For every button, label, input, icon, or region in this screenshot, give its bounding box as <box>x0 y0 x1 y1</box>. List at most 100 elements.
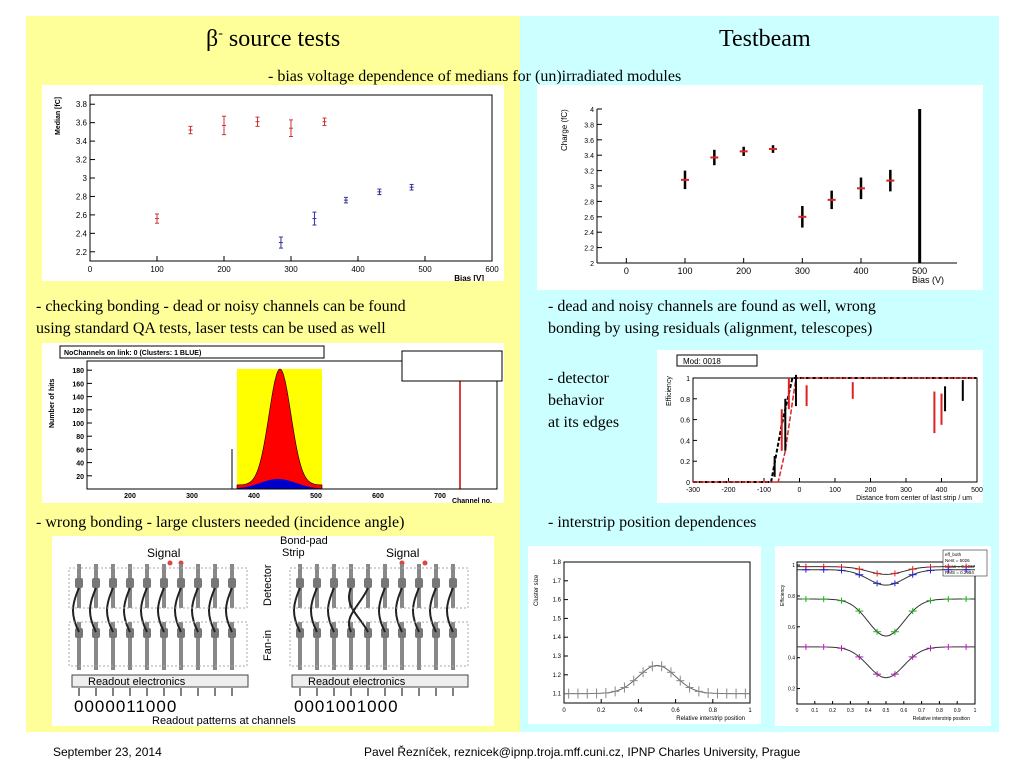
y-axis-label: Number of hits <box>49 379 56 428</box>
x-tick-label: 0.4 <box>865 708 872 714</box>
y-tick-label: 100 <box>72 421 84 428</box>
bond-pad <box>398 578 406 588</box>
x-tick-label: 700 <box>434 493 446 500</box>
bond-pad <box>126 578 134 588</box>
readout-label-left: Readout electronics <box>88 676 186 688</box>
x-axis-label: Relative interstrip position <box>676 716 745 722</box>
x-tick-label: 0.2 <box>829 708 836 714</box>
x-tick-label: 400 <box>936 487 948 494</box>
bond-wire <box>412 587 420 633</box>
right-text-1-line-1: - dead and noisy channels are found as w… <box>548 298 876 315</box>
bond-pad <box>160 578 168 588</box>
y-tick-label: 0.8 <box>788 594 795 600</box>
detector-region <box>68 567 248 609</box>
y-axis-label: Median [fC] <box>55 97 62 135</box>
readout-label-right: Readout electronics <box>308 676 406 688</box>
y-tick-label: 2.8 <box>76 192 88 201</box>
bond-pad <box>381 578 389 588</box>
median-bias-plot: 0 100 200 300 400 500 600 2.2 2.4 2.6 2.8 3 3.2 3.4 3.… <box>42 85 504 283</box>
bond-wire <box>208 587 216 633</box>
x-tick-label: -200 <box>721 487 735 494</box>
fanin-pad <box>364 628 372 638</box>
x-tick-label: 0.8 <box>936 708 943 714</box>
edge-efficiency-svg: Mod: 0018 -300 -200 -100 0 100 200 300 400 500 0 0.… <box>666 354 983 502</box>
bonding-diagram-svg: Signal Bond-pad Strip Signal Detector Fa… <box>68 535 469 727</box>
y-tick-label: 80 <box>76 434 84 441</box>
channel-histogram: NoChannels on link: 0 (Clusters: 1 BLUE)… <box>42 343 504 505</box>
y-tick-label: 0.2 <box>788 687 795 693</box>
y-tick-label: 2.2 <box>584 246 594 253</box>
efficiency-fit <box>796 598 976 637</box>
y-tick-label: 3.8 <box>584 122 594 129</box>
left-text-2: - wrong bonding - large clusters needed … <box>36 514 405 531</box>
bond-wire <box>89 587 97 633</box>
charge-bias-svg: 0 100 200 300 400 500 2 2.2 2.4 2.6 2.8 3 3.2 3.4 3.6 3… <box>560 107 957 285</box>
x-axis-label: Bias (V) <box>912 275 944 285</box>
bond-pad <box>92 578 100 588</box>
cluster-size-plot: 0 0.2 0.4 0.6 0.8 1 1.1 1.2 1.3 1.4 1.5 1.6 1.7 1.8 Re… <box>528 546 761 724</box>
fanin-pad <box>194 628 202 638</box>
y-tick-label: 1.5 <box>553 616 562 622</box>
y-tick-label: 2.2 <box>76 248 88 257</box>
fanin-region <box>68 621 248 667</box>
signal-dot <box>167 560 173 566</box>
bond-pad <box>109 578 117 588</box>
y-tick-label: 2.8 <box>584 199 594 206</box>
bond-pad <box>296 578 304 588</box>
x-tick-label: 500 <box>971 487 983 494</box>
legend-entry: RMS = 0.2984 <box>945 570 974 575</box>
left-title: β- source tests <box>206 26 340 53</box>
efficiency-fit <box>796 646 976 679</box>
bond-wire <box>123 587 131 633</box>
y-tick-label: 3 <box>83 174 88 183</box>
left-title-text: source tests <box>222 26 341 52</box>
y-tick-label: 180 <box>72 368 84 375</box>
right-title: Testbeam <box>719 26 811 52</box>
right-text-1: - dead and noisy channels are found as w… <box>548 296 876 340</box>
bond-wire <box>310 587 318 633</box>
y-tick-label: 20 <box>76 474 84 481</box>
x-tick-label: 0.5 <box>883 708 890 714</box>
legend-box <box>942 549 988 577</box>
x-tick-label: 0.3 <box>847 708 854 714</box>
fanin-pad <box>92 628 100 638</box>
detector-line-3: at its edges <box>548 414 620 431</box>
stats-box <box>401 350 503 382</box>
y-axis-label: Efficiency <box>666 376 673 406</box>
fanin-pad <box>449 628 457 638</box>
cluster-size-svg: 0 0.2 0.4 0.6 0.8 1 1.1 1.2 1.3 1.4 1.5 1.6 1.7 1.8 Re… <box>534 560 752 722</box>
bond-pad <box>364 578 372 588</box>
x-tick-label: 0.1 <box>811 708 818 714</box>
readout-box-right <box>291 674 469 688</box>
histogram-red <box>236 368 323 490</box>
x-tick-label: 0.4 <box>634 708 643 714</box>
signal-dot <box>422 560 428 566</box>
y-tick-label: 140 <box>72 395 84 402</box>
fanin-pad <box>75 628 83 638</box>
x-tick-label: 0.6 <box>671 708 680 714</box>
y-tick-label: 4 <box>590 107 594 114</box>
x-axis-label: Bias [V] <box>454 274 484 281</box>
x-tick-label: 200 <box>865 487 877 494</box>
x-tick-label: 500 <box>310 493 322 500</box>
y-tick-label: 0.4 <box>680 438 690 445</box>
y-tick-label: 0.6 <box>680 418 690 425</box>
signal-label-right: Signal <box>386 546 419 560</box>
left-text-1-line-1: - checking bonding - dead or noisy chann… <box>36 298 406 315</box>
y-tick-label: 1.2 <box>553 673 562 679</box>
y-tick-label: 2.4 <box>76 229 88 238</box>
cluster-frame <box>563 561 751 704</box>
x-tick-label: 300 <box>284 265 298 274</box>
y-tick-label: 40 <box>76 461 84 468</box>
bond-pad <box>75 578 83 588</box>
bond-pad <box>177 578 185 588</box>
bond-wire <box>72 587 80 633</box>
x-tick-label: 1 <box>748 708 752 714</box>
bond-pad <box>228 578 236 588</box>
pattern-left: 0000011000 <box>74 697 177 716</box>
bond-pad <box>432 578 440 588</box>
x-tick-label: 100 <box>677 266 692 276</box>
fanin-pad <box>109 628 117 638</box>
y-tick-label: 160 <box>72 381 84 388</box>
y-tick-label: 0.6 <box>788 625 795 631</box>
